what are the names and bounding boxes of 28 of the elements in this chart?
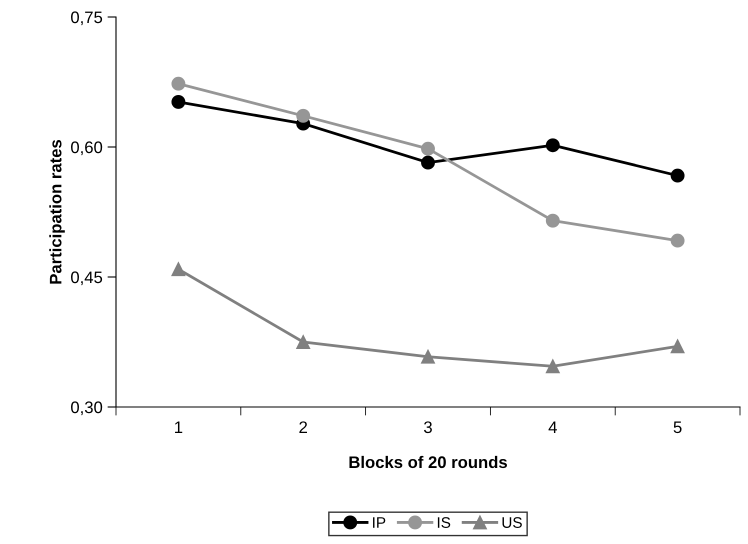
point (670, 168, 685, 183)
y-tick-label: 0,75 (71, 11, 102, 26)
point (546, 359, 560, 374)
y-axis-title: Participation rates (49, 140, 65, 284)
legend-label: IS (438, 517, 450, 528)
point (171, 76, 186, 91)
point (546, 138, 560, 152)
x-tick-label: 4 (548, 422, 557, 433)
legend-label: US (502, 517, 522, 528)
y-tick-label: 0,45 (71, 271, 102, 286)
point (171, 262, 186, 276)
point (670, 339, 685, 354)
point (171, 94, 186, 109)
point (670, 234, 685, 248)
point (296, 108, 310, 123)
point (421, 142, 435, 156)
point (421, 156, 435, 170)
legend-label: IP (373, 517, 386, 528)
y-tick-label: 0,60 (71, 141, 102, 156)
x-tick-label: 2 (299, 421, 307, 433)
point (296, 335, 310, 349)
x-tick-label: 3 (424, 421, 432, 434)
x-tick-label: 1 (175, 422, 182, 433)
point (546, 214, 560, 228)
point (421, 350, 435, 364)
x-tick-label: 5 (674, 422, 682, 434)
y-tick-label: 0,30 (71, 401, 102, 416)
x-axis-title: Blocks of 20 rounds (349, 456, 507, 468)
